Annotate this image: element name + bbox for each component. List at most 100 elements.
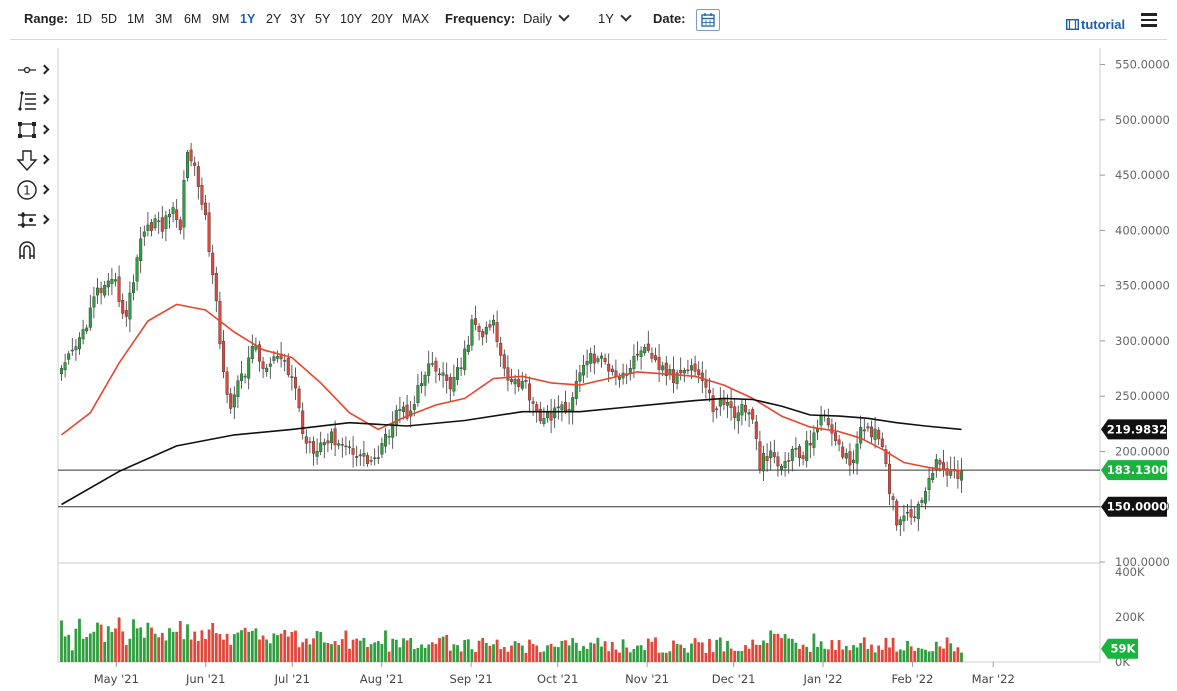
candle-down (308, 441, 312, 443)
volume-bar (146, 622, 150, 662)
volume-bar (812, 633, 816, 662)
candle-up (582, 364, 586, 376)
toolbar-divider (10, 39, 1167, 40)
sma50-line (61, 303, 962, 472)
range-20y[interactable]: 20Y (371, 12, 394, 26)
volume-bar (711, 652, 715, 662)
candle-down (787, 460, 791, 462)
rectangle-tool[interactable] (14, 118, 54, 142)
fib-tool[interactable] (14, 88, 54, 112)
range-2y[interactable]: 2Y (266, 12, 282, 26)
candle-up (362, 453, 366, 457)
volume-bar (153, 633, 157, 662)
volume-bar (434, 644, 438, 662)
volume-bar (427, 644, 431, 662)
price-tick-label: 300.0000 (1115, 334, 1170, 348)
volume-bar (67, 634, 71, 662)
volume-bar (538, 652, 542, 662)
volume-bar (430, 642, 434, 662)
candle-down (294, 377, 298, 389)
counter-tool-icon: 1 (17, 180, 37, 200)
range-10y[interactable]: 10Y (340, 12, 363, 26)
candle-down (603, 357, 607, 362)
candle-up (67, 353, 71, 360)
level-tag-bg (1101, 496, 1167, 517)
candle-down (729, 401, 733, 408)
candle-up (268, 363, 272, 367)
counter-tool[interactable]: 1 (14, 178, 54, 202)
candle-down (679, 370, 683, 374)
range-5d[interactable]: 5D (101, 12, 117, 26)
range-max[interactable]: MAX (402, 12, 430, 26)
candle-down (178, 219, 182, 231)
volume-bar (186, 624, 189, 662)
range-1y[interactable]: 1Y (240, 12, 256, 26)
arrow-tool[interactable] (14, 148, 54, 172)
candle-up (812, 432, 816, 448)
range-5y[interactable]: 5Y (315, 12, 331, 26)
volume-bar (355, 638, 359, 662)
candle-up (77, 337, 81, 350)
candle-down (448, 377, 452, 390)
candle-up (794, 447, 798, 450)
time-tick-label: Dec '21 (712, 672, 756, 686)
tutorial-link[interactable]: tutorial (1065, 17, 1125, 32)
range-1m[interactable]: 1M (127, 12, 145, 26)
range-9m[interactable]: 9M (212, 12, 230, 26)
candle-down (564, 402, 568, 412)
candle-up (571, 397, 575, 413)
volume-bar (474, 651, 477, 662)
volume-bar (578, 650, 582, 662)
candle-down (798, 446, 802, 459)
volume-bar (312, 638, 315, 662)
candle-down (913, 516, 917, 518)
measure-tool[interactable] (14, 208, 54, 232)
candle-down (733, 406, 737, 419)
menu-button[interactable] (1141, 13, 1157, 27)
volume-bar (337, 645, 341, 662)
price-tick-label: 500.0000 (1115, 113, 1170, 127)
range-3y[interactable]: 3Y (290, 12, 306, 26)
range-3m[interactable]: 3M (155, 12, 173, 26)
magnet-tool[interactable] (14, 238, 54, 262)
candle-up (762, 453, 766, 472)
candle-down (722, 398, 726, 405)
volume-bar (607, 651, 611, 662)
volume-bar (632, 649, 636, 662)
candle-down (495, 322, 499, 342)
volume-bar (171, 631, 175, 662)
candle-down (221, 341, 225, 372)
line-tool[interactable] (14, 58, 54, 82)
volume-bar (657, 652, 661, 662)
volume-bar (686, 652, 690, 662)
volume-bar (114, 628, 117, 662)
volume-bar (139, 627, 143, 662)
volume-bar (85, 637, 89, 662)
candle-down (772, 452, 776, 457)
candle-down (834, 432, 838, 441)
candle-down (848, 451, 852, 466)
candle-up (153, 218, 157, 229)
calendar-button[interactable] (696, 9, 720, 31)
candle-down (700, 372, 704, 381)
volume-bar (862, 637, 866, 662)
candle-up (542, 418, 546, 424)
range-1d[interactable]: 1D (76, 12, 92, 26)
volume-bar (463, 639, 467, 662)
volume-bar (247, 631, 251, 662)
volume-bar (236, 632, 240, 662)
frequency-select[interactable]: Daily (523, 10, 570, 26)
period-select[interactable]: 1Y (598, 10, 632, 26)
candle-up (805, 440, 809, 461)
candle-down (304, 436, 308, 444)
volume-bar (142, 637, 146, 662)
candle-down (121, 300, 125, 314)
range-6m[interactable]: 6M (184, 12, 202, 26)
candle-up (95, 287, 99, 296)
candle-down (438, 373, 442, 376)
candle-up (578, 372, 582, 382)
volume-bar (751, 639, 755, 662)
volume-bar (290, 632, 294, 662)
candle-down (758, 441, 762, 470)
